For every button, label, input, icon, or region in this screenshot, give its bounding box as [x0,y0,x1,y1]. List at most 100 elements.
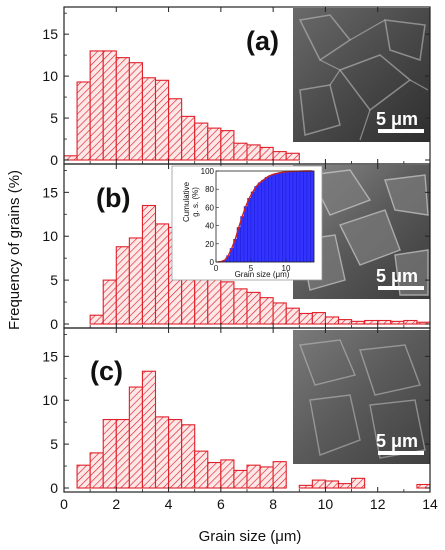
inset-bar [254,186,259,263]
inset-bar [264,177,269,263]
inset-ylabel-line-2: g. s. (%) [191,187,200,217]
panel-c-bar [102,418,117,489]
panel-c-bar [220,459,235,489]
inset-bar [299,170,304,263]
panel-b-bar [115,246,130,325]
y-axis-label: Frequency of grains (%) [6,170,23,330]
panel-c-bar [168,418,183,489]
axes: 0 5 10 15 0 5 10 15 0 5 10 15 0 2 4 6 8 10 12 14 [42,6,438,512]
panel-a-scale-bar: 5 μm [376,109,424,133]
inset-bar [282,171,287,263]
inset-ytick-label: 80 [205,185,214,194]
panel-b-scale-bar: 5 μm [376,266,424,290]
inset-ylabel-line-1: Cumulative [182,181,191,222]
panel-a-bar [233,142,248,161]
inset-ytick-label: 20 [205,240,214,249]
panel-c-xtick-label: 8 [269,496,277,512]
panel-a-bar [246,144,261,161]
panel-c-bar [207,461,222,489]
panel-a-bar [76,81,91,161]
panel-a-ytick-label: 0 [50,152,58,168]
panel-a-bar [220,130,235,161]
panel-c-bar [128,386,143,489]
panel-b-ytick-label: 5 [50,272,58,288]
panel-a-ytick-label: 10 [42,68,58,84]
inset-bar [303,170,308,263]
panel-b-bar [298,312,313,325]
panel-c-ytick-label: 0 [50,480,58,496]
panel-b-ytick-label: 15 [42,184,58,200]
panel-a-bar [102,50,117,161]
panel-b-bar [403,319,418,325]
panel-b-bar [377,319,392,325]
panel-a-bar [89,50,104,161]
panel-c-bar [115,418,130,489]
panel-a-bar [141,77,157,161]
panel-c-bar [154,416,170,489]
panel-a-bar [168,98,183,161]
panel-a-bar [128,62,143,161]
inset-bar [278,172,283,263]
panel-c-xtick-label: 2 [112,496,120,512]
panel-b-bar [154,223,170,325]
panel-a-sem-micrograph [293,8,430,142]
panel-b-bar [272,302,287,325]
panel-b-bar [233,288,248,325]
panel-c-ytick-label: 5 [50,436,58,452]
panel-a: (a) [63,8,430,161]
panel-c-bar [298,484,313,489]
inset-plot: 0 20 40 60 80 100 0 5 10 [201,167,315,273]
panel-c-bar [259,466,274,489]
panel-b-bar [364,319,379,325]
panel-b-bar [285,307,300,325]
inset-xtick-label: 0 [214,264,219,273]
inset-bar [289,171,294,263]
inset-bar [271,173,276,263]
inset-bar [250,191,255,263]
inset-bar [306,170,311,263]
panel-a-bar [63,155,78,161]
inset-bar [292,171,297,263]
panel-a-bar [272,151,287,161]
panel-c-ytick-label: 10 [42,392,58,408]
inset-ytick-label: 100 [201,167,215,176]
panel-c-bar [272,461,287,489]
panel-b-bar [259,297,274,325]
inset-bar [285,171,290,263]
panel-b-bar [351,320,366,325]
panel-c-bar [416,483,431,489]
panel-b-bar [337,319,353,325]
panel-a-bar [115,57,130,161]
panel-a-scale-text: 5 μm [376,109,418,129]
panel-b-bar [141,204,157,325]
inset-bar [275,173,280,263]
panel-c-bar [89,452,104,489]
inset-ytick-label: 60 [205,203,214,212]
panel-b-label: (b) [96,183,130,213]
inset-bar [257,182,262,263]
panel-c-xtick-label: 10 [318,496,334,512]
panel-a-bar [181,115,196,161]
inset-bar [240,216,245,263]
inset-ytick-label: 0 [210,258,215,267]
panel-c-bars [76,370,431,489]
inset-bar [296,170,301,263]
panel-c-xtick-label: 0 [60,496,68,512]
panel-c-bar [181,424,196,489]
inset-bar [247,198,252,263]
x-axis-label: Grain size (μm) [199,528,302,545]
panel-b-bar [324,316,340,325]
panel-c-scale-text: 5 μm [376,431,418,451]
panel-c-xtick-label: 4 [165,496,173,512]
panel-b-ytick-label: 10 [42,228,58,244]
inset-xtick-label: 5 [249,264,254,273]
panel-c-xtick-label: 14 [422,496,438,512]
inset-bar [310,170,315,263]
panel-c-bar [351,477,366,489]
panel-b-scale-text: 5 μm [376,266,418,286]
inset-bar [243,206,248,263]
panel-c-bar [311,479,326,489]
panel-c-bar [141,370,157,489]
panel-b-bar [89,314,104,325]
